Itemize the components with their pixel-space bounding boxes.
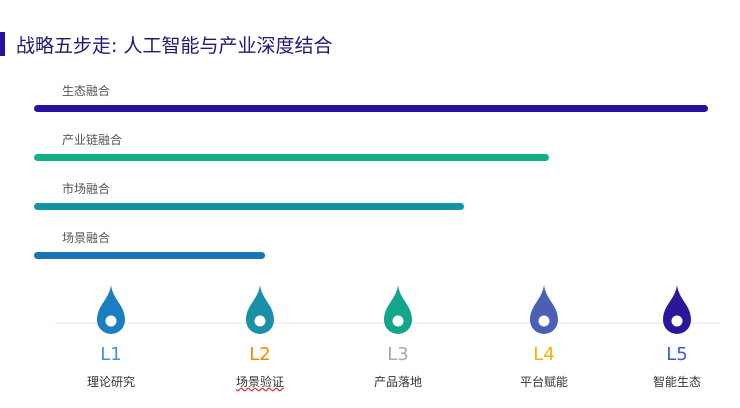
title-accent — [0, 32, 5, 56]
bar — [34, 203, 464, 210]
drop-hole — [254, 315, 266, 327]
level-code: L2 — [249, 344, 271, 365]
drop — [530, 285, 558, 334]
drop-hole — [538, 315, 550, 327]
bar — [34, 252, 265, 259]
title: 战略五步走: 人工智能与产业深度结合 — [16, 35, 333, 57]
level-code: L5 — [666, 344, 688, 365]
level-label: 场景验证 — [235, 375, 284, 389]
drop — [384, 285, 412, 334]
bar-label: 场景融合 — [62, 231, 111, 245]
bar-label: 市场融合 — [62, 182, 111, 196]
bar — [34, 154, 549, 161]
drop — [663, 285, 691, 334]
level-code: L4 — [533, 344, 555, 365]
bar-label: 产业链融合 — [62, 133, 123, 147]
bar-label: 生态融合 — [62, 84, 111, 98]
drop — [246, 285, 274, 334]
level-label: 产品落地 — [373, 375, 422, 389]
level-label: 智能生态 — [652, 375, 701, 389]
level-label: 平台赋能 — [519, 375, 568, 389]
level-label: 理论研究 — [86, 375, 135, 389]
bar — [34, 105, 708, 112]
drop-hole — [105, 315, 117, 327]
drop — [97, 285, 125, 334]
level-code: L3 — [387, 344, 409, 365]
drop-hole — [671, 315, 683, 327]
drop-hole — [392, 315, 404, 327]
level-code: L1 — [100, 344, 122, 365]
